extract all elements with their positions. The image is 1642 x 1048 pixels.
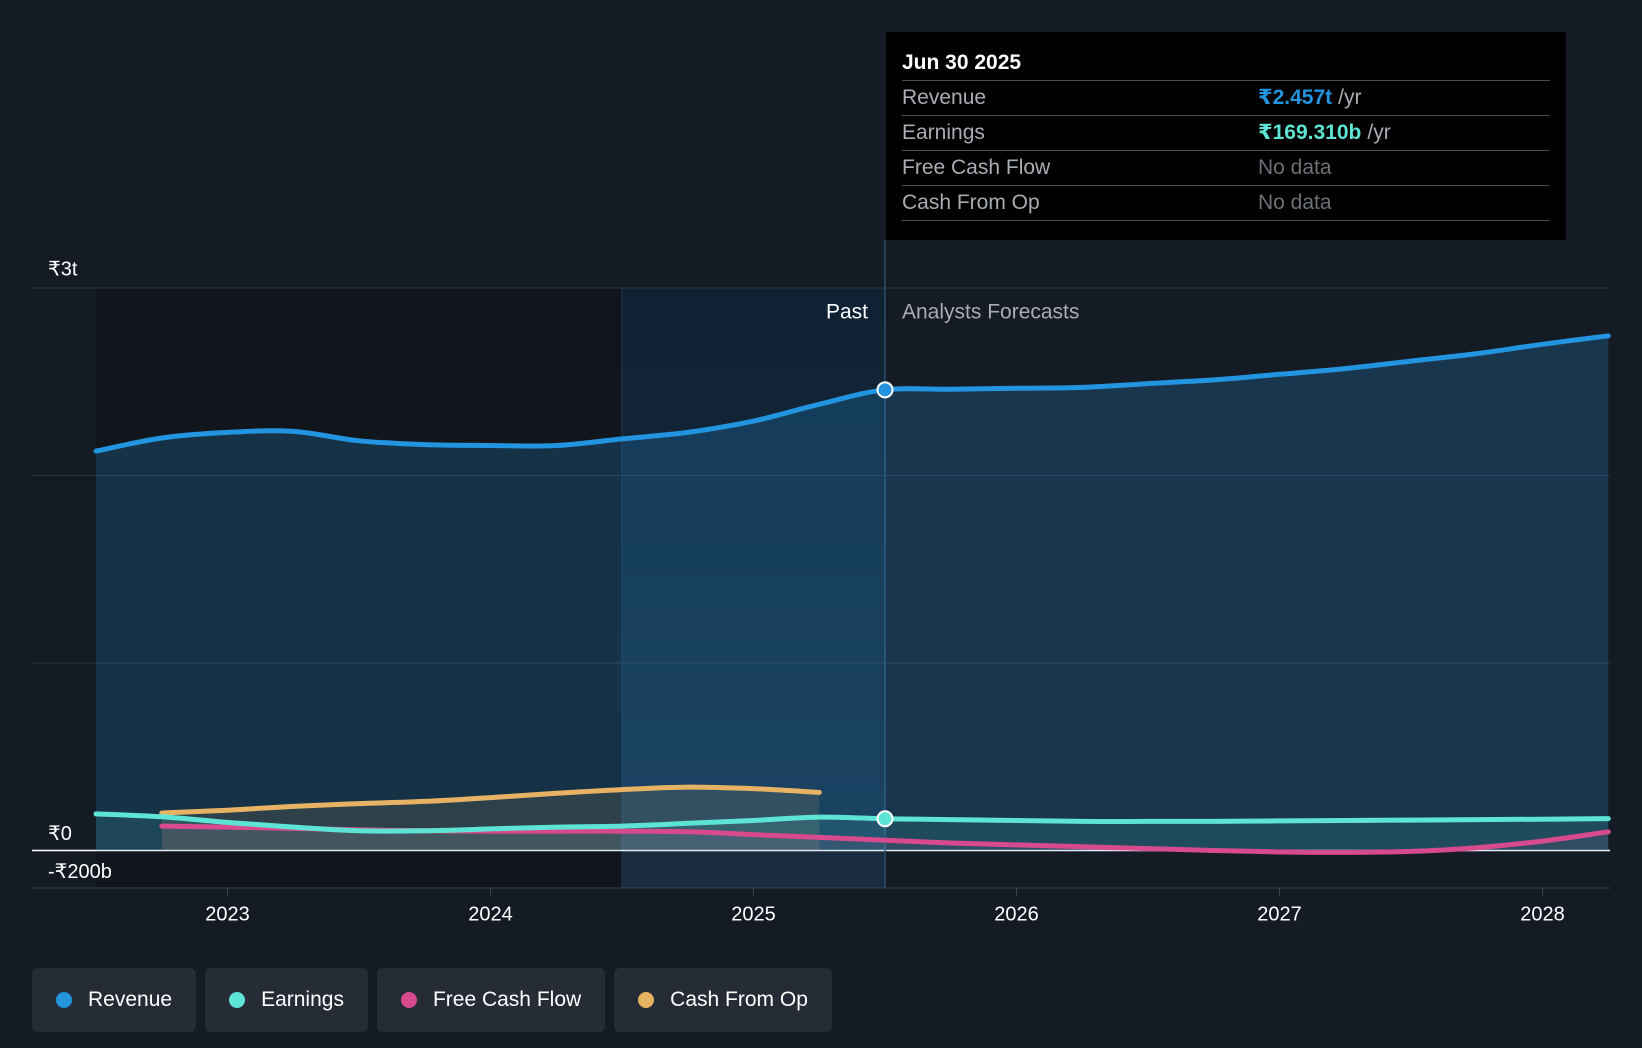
tooltip-date: Jun 30 2025: [902, 51, 1022, 74]
y-tick-label: ₹0: [48, 823, 72, 845]
x-tick-label: 2027: [1257, 903, 1302, 925]
tooltip-label: Revenue: [902, 86, 987, 109]
y-tick-label: ₹3t: [48, 258, 78, 280]
x-tick-label: 2024: [468, 903, 513, 925]
earnings-dot-icon: [229, 992, 246, 1008]
revenue-line: [93, 333, 1611, 454]
tooltip-row-earnings: Earnings ₹169.310b /yr: [902, 115, 1550, 150]
tooltip-row-cash-from-op: Cash From Op No data: [902, 185, 1550, 221]
earnings-marker: [876, 810, 894, 828]
tooltip-row-revenue: Revenue ₹2.457t /yr: [902, 80, 1550, 115]
tooltip-row-free-cash-flow: Free Cash Flow No data: [902, 150, 1550, 185]
tooltip-value: No data: [1258, 156, 1332, 179]
tooltip: Jun 30 2025 Revenue ₹2.457t /yr Earnings…: [886, 32, 1566, 240]
legend-label: Free Cash Flow: [432, 988, 582, 1011]
tooltip-value: ₹169.310b: [1258, 121, 1362, 144]
legend-label: Revenue: [88, 988, 173, 1011]
past-label: Past: [826, 301, 868, 324]
tooltip-value: ₹2.457t: [1258, 86, 1333, 109]
cash-from-op-line: [159, 784, 822, 816]
legend-item-earnings[interactable]: Earnings: [205, 968, 368, 1032]
revenue-area: [96, 335, 1609, 851]
forecast-label: Analysts Forecasts: [902, 301, 1079, 324]
x-tick-label: 2026: [994, 903, 1039, 925]
earnings-line: [93, 811, 1611, 834]
x-tick-label: 2025: [731, 903, 776, 925]
y-tick-label: -₹200b: [48, 861, 112, 883]
legend: Revenue Earnings Free Cash Flow Cash Fro…: [32, 968, 832, 1032]
tooltip-label: Free Cash Flow: [902, 156, 1051, 179]
legend-label: Earnings: [261, 988, 344, 1011]
tooltip-label: Earnings: [902, 121, 985, 144]
tooltip-unit: /yr: [1338, 86, 1362, 109]
tooltip-label: Cash From Op: [902, 191, 1040, 214]
legend-item-cash-from-op[interactable]: Cash From Op: [614, 968, 832, 1032]
legend-label: Cash From Op: [670, 988, 808, 1011]
x-tick-label: 2023: [205, 903, 250, 925]
legend-item-free-cash-flow[interactable]: Free Cash Flow: [376, 968, 606, 1032]
cash-from-op-dot-icon: [638, 992, 655, 1008]
legend-item-revenue[interactable]: Revenue: [32, 968, 197, 1032]
tooltip-unit: /yr: [1367, 121, 1391, 144]
revenue-marker: [876, 381, 894, 399]
revenue-dot-icon: [56, 992, 72, 1008]
cash-from-op-area: [161, 787, 820, 851]
x-tick-label: 2028: [1520, 903, 1565, 925]
tooltip-value: No data: [1258, 191, 1332, 214]
free-cash-flow-dot-icon: [400, 992, 417, 1008]
